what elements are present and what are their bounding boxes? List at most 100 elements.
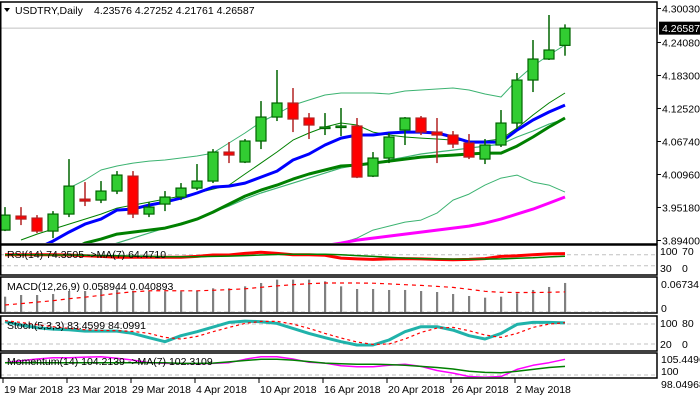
bearish-candle-body (79, 198, 91, 202)
macd-histogram-bar (180, 291, 183, 312)
macd-histogram-bar (164, 291, 167, 312)
macd-histogram-bar (532, 289, 535, 312)
chart-symbol-label: USDTRY,Daily (15, 5, 84, 17)
candle (367, 152, 379, 178)
macd-histogram-bar (436, 292, 439, 312)
candle (31, 215, 43, 234)
momentum-axis-label: 100 (661, 366, 679, 378)
macd-histogram-bar (500, 296, 503, 312)
bearish-candle-body (127, 175, 139, 215)
candle (351, 118, 363, 179)
candle (527, 40, 539, 93)
price-axis-label: 4.00960 (662, 169, 700, 181)
candle (239, 139, 251, 164)
bearish-candle-body (287, 102, 299, 120)
bearish-candle-body (303, 117, 315, 126)
blue-ma-line (45, 103, 566, 243)
macd-histogram-bar (260, 282, 263, 312)
date-axis-label: 16 Apr 2018 (324, 384, 381, 396)
price-axis-label: 4.12520 (662, 103, 700, 115)
candle (95, 181, 107, 204)
candle (511, 73, 523, 130)
macd-histogram-bar (372, 288, 375, 312)
macd-histogram-bar (420, 291, 423, 312)
bullish-candle-body (319, 126, 331, 130)
momentum-panel (1, 355, 656, 377)
bullish-candle-body (47, 213, 59, 232)
rsi-panel-border (0, 244, 658, 276)
candle (79, 182, 91, 207)
bearish-candle-body (415, 117, 427, 133)
bullish-candle-body (175, 187, 187, 198)
candle (383, 133, 395, 164)
price-panel-border (0, 1, 658, 245)
date-axis-label: 20 Apr 2018 (388, 384, 445, 396)
candle (559, 24, 571, 56)
candle (303, 113, 315, 140)
candle (431, 118, 443, 164)
price-axis-label: 4.18300 (662, 70, 700, 82)
candle (191, 164, 203, 191)
price-axis-label: 4.30030 (662, 4, 700, 16)
stoch-signal-line (4, 320, 566, 345)
candle (335, 108, 347, 137)
macd-panel-border (0, 276, 658, 314)
bullish-candle-body (239, 140, 251, 163)
candle (447, 131, 459, 149)
bullish-candle-body (399, 117, 411, 131)
bearish-candle-body (15, 215, 27, 220)
bullish-candle-body (543, 49, 555, 60)
bullish-candle-body (111, 174, 123, 192)
candle (543, 15, 555, 61)
bullish-candle-body (335, 125, 347, 129)
macd-histogram-bar (244, 286, 247, 312)
candle (495, 110, 507, 148)
macd-histogram-bar (356, 288, 359, 312)
rsi-axis-label: 70 (682, 246, 694, 258)
current-price-badge (659, 21, 700, 35)
macd-histogram-bar (452, 294, 455, 312)
bullish-candle-body (63, 185, 75, 215)
price-axis-label: 4.24080 (662, 37, 700, 49)
candle (15, 207, 27, 226)
macd-histogram-bar (340, 286, 343, 312)
candle (143, 202, 155, 218)
macd-histogram-bar (100, 289, 103, 312)
date-axis-label: 29 Mar 2018 (132, 384, 191, 396)
macd-histogram-bar (4, 296, 7, 312)
light-ma-line (115, 118, 566, 243)
bearish-candle-body (463, 142, 475, 158)
bullish-candle-body (207, 151, 219, 182)
candle (463, 134, 475, 160)
date-axis-label: 19 Mar 2018 (4, 384, 63, 396)
stoch-panel-border (0, 315, 658, 352)
macd-histogram-bar (148, 291, 151, 312)
macd-histogram-bar (276, 279, 279, 312)
macd-histogram-bar (132, 290, 135, 312)
macd-histogram-bar (468, 295, 471, 312)
momentum-label: Momentum(14) 104.2139 ->MA(7) 102.3109 (7, 356, 213, 368)
price-panel (1, 15, 656, 243)
macd-histogram-bar (564, 282, 567, 312)
macd-axis-label: 0 (661, 303, 667, 315)
bullish-candle-body (527, 58, 539, 81)
price-axis-label: 3.89400 (662, 235, 700, 247)
candle (159, 191, 171, 212)
bullish-candle-body (383, 136, 395, 159)
candle (319, 113, 331, 136)
rsi-axis-label: 100 (660, 246, 678, 258)
chart-ohlc-values: 4.23576 4.27252 4.21761 4.26587 (94, 5, 255, 17)
bullish-candle-body (191, 180, 203, 189)
candle (63, 159, 75, 218)
lower-band-line (337, 174, 566, 243)
candle (175, 183, 187, 201)
bullish-candle-body (511, 79, 523, 124)
triangle-down-icon[interactable] (4, 8, 10, 12)
green-ma-line (81, 116, 566, 243)
candle (1, 207, 11, 232)
momentum-panel-border (0, 352, 658, 379)
price-axis-label: 4.06740 (662, 136, 700, 148)
bullish-candle-body (159, 196, 171, 205)
